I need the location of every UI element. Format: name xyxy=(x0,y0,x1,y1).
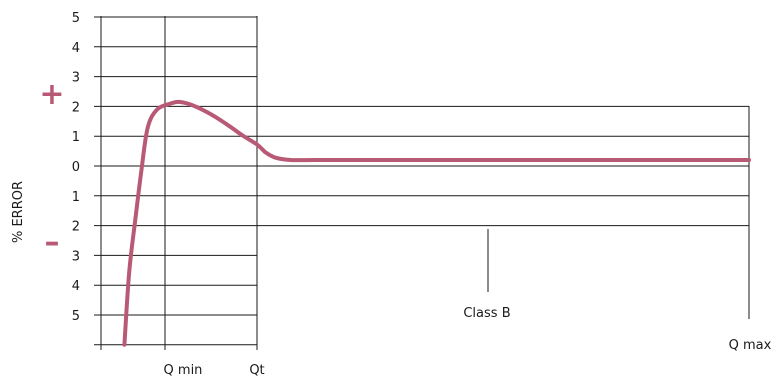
y-axis-title: % ERROR xyxy=(11,181,26,243)
y-tick-label: 4 xyxy=(72,41,80,56)
y-tick-label: 2 xyxy=(72,100,80,115)
y-tick-label: 1 xyxy=(72,190,80,205)
grid-layer xyxy=(94,16,750,350)
y-tick-label: 5 xyxy=(72,11,80,26)
y-tick-label: 2 xyxy=(72,220,80,235)
y-tick-label: 3 xyxy=(72,71,80,86)
minus-sign: – xyxy=(45,225,60,260)
y-tick-label: 4 xyxy=(72,279,80,294)
x-label-qt: Qt xyxy=(249,363,264,378)
x-label-qmax: Q max xyxy=(729,338,772,353)
y-tick-labels: 5 4 3 2 1 0 1 2 3 4 5 xyxy=(72,11,80,324)
plus-sign: + xyxy=(39,77,64,112)
y-tick-label: 1 xyxy=(72,130,80,145)
error-curve-series xyxy=(122,99,751,347)
horizontal-gridlines xyxy=(94,16,749,346)
y-tick-label: 0 xyxy=(72,160,80,175)
x-label-qmin: Q min xyxy=(164,363,203,378)
class-b-annotation: Class B xyxy=(463,306,510,321)
y-tick-label: 3 xyxy=(72,249,80,264)
y-tick-label: 5 xyxy=(72,309,80,324)
